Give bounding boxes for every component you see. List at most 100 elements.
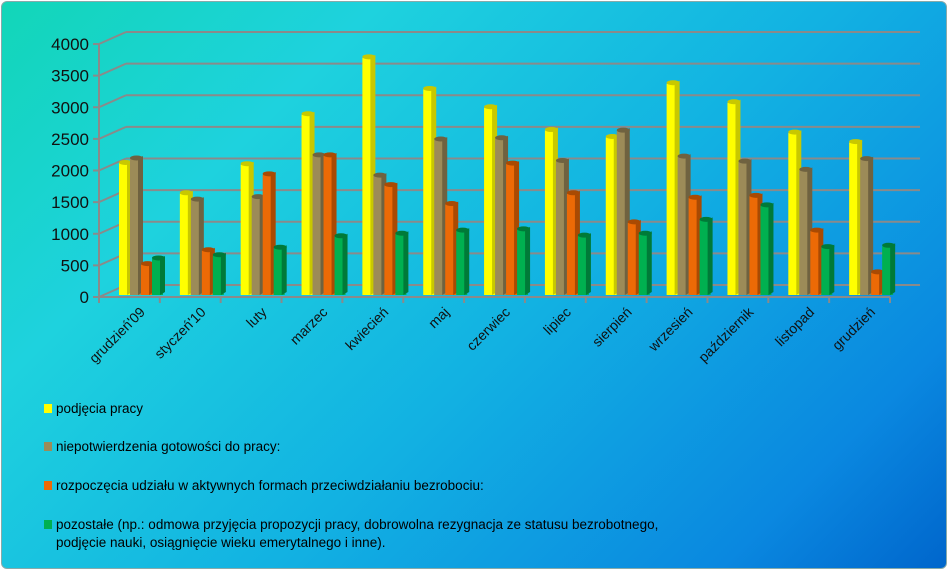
bar [638,234,650,295]
y-tick-label: 3000 [51,98,89,117]
legend-swatch [44,442,52,451]
bar-top [495,135,509,141]
bar-side [707,217,713,295]
bar-top [240,161,254,167]
bar-top [456,227,470,233]
bar-side [768,202,774,295]
bar-top [152,255,165,261]
x-tick-label: maj [425,304,452,331]
x-tick-label: listopad [772,304,817,349]
legend-label: podjęcia pracy [56,401,144,416]
bar-top [882,242,896,248]
bar [799,170,811,295]
x-tick-label: kwiecień [342,304,391,353]
legend-item-2: rozpoczęcia udziału w aktywnych formach … [44,477,484,495]
bar [179,193,191,295]
y-tick-label: 1500 [51,193,89,212]
bar-top [810,227,824,233]
bar-top [141,261,154,267]
x-tick-label: lipiec [540,304,574,338]
bar [544,130,556,295]
bar-top [119,159,132,165]
bar [616,131,628,295]
gridline-depth [98,94,127,109]
bar-top [749,192,763,198]
bar-top [627,219,641,225]
bar-top [201,247,215,253]
legend-swatch [44,520,52,529]
bar-top [262,171,276,177]
bar-top [821,244,835,250]
bar [240,164,252,295]
bar [849,142,861,295]
bar [495,138,507,295]
bar [251,197,263,295]
bar [212,255,224,295]
bar [201,250,213,295]
bar-top [312,152,326,158]
bar-top [666,80,680,86]
bar [445,204,457,295]
bar-side [525,226,531,295]
bar-top [760,202,774,208]
bar-top [605,134,619,140]
bar [362,57,374,295]
bar-chart-3d: 0 500 1000 1500 2000 2500 3000 3500 4000 grudzień… [51,31,920,366]
bar-top [301,111,315,117]
bar [312,155,324,295]
bar [141,264,152,295]
bar-top [688,194,702,200]
bar-side [464,228,470,295]
legend-label: pozostałe (np.: odmowa przyjęcia propozy… [56,517,659,532]
bar-top [384,182,398,188]
bar-top [334,233,348,239]
bar [760,205,772,295]
bar [666,83,678,296]
bar-top [738,158,752,164]
bar [323,155,335,295]
bar [190,200,202,295]
bar-top [506,160,520,166]
bar-top [362,54,376,60]
bar-top [699,216,713,222]
bar [262,174,274,295]
bar-top [484,104,498,110]
bar [119,163,130,295]
bar [727,102,739,295]
bar [130,159,141,295]
x-tick-label: sierpień [589,304,635,350]
bar-top [638,230,652,236]
bar [456,231,468,295]
legend-label-line2: podjęcie nauki, osiągnięcie wieku emeryt… [56,535,386,550]
bar-top [517,226,531,232]
bar-top [799,166,813,172]
bar-top [860,156,874,162]
bar-top [434,136,448,142]
y-tick-label: 2500 [51,130,89,149]
bar [517,229,529,295]
bar [860,159,872,295]
bar-side [890,243,896,295]
bar [627,222,639,295]
bar [273,248,285,295]
bar [788,133,800,295]
bar-top [727,99,741,105]
bar-top [251,194,265,200]
bar [555,161,567,295]
bar-side [868,156,874,295]
legend-item-3: pozostałe (np.: odmowa przyjęcia propozy… [44,516,658,552]
bar [484,107,496,295]
bar-side [342,233,348,295]
x-tick-label: październik [695,303,757,365]
bar [384,185,396,295]
y-tick-label: 1000 [51,225,89,244]
bar [334,236,346,295]
bar-top [544,127,558,133]
bar-side [585,233,591,295]
bar [301,114,313,295]
bar [566,193,578,295]
bar [423,89,435,295]
bar [738,162,750,295]
y-tick-label: 500 [61,256,89,275]
